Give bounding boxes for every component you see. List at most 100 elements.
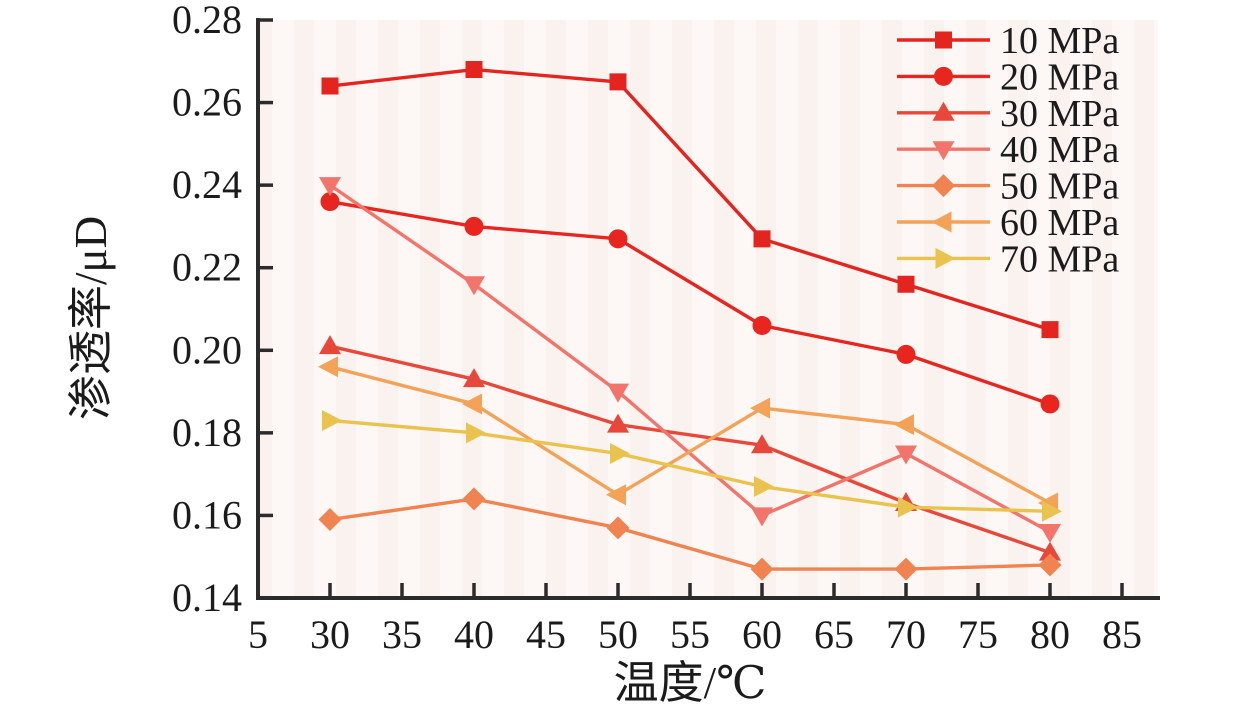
- plot-area: [258, 20, 1158, 598]
- y-axis-title: 渗透率/μD: [66, 216, 116, 420]
- data-point-marker: [609, 73, 627, 91]
- x-tick-label: 75: [958, 612, 998, 657]
- data-point-marker: [1040, 394, 1060, 414]
- legend-item-30-mpa: 30 MPa: [897, 93, 1119, 135]
- x-tick-label: 50: [598, 612, 638, 657]
- data-point-marker: [934, 66, 953, 86]
- data-point-marker: [463, 368, 485, 388]
- data-point-marker: [750, 397, 770, 419]
- data-point-marker: [610, 443, 630, 464]
- x-tick-label: 85: [1102, 612, 1142, 657]
- data-point-marker: [753, 230, 771, 248]
- axes: 0.14 0.16 0.18 0.20 0.22 0.24 0.26 0.28 5 30 35 40 4…: [172, 0, 1160, 657]
- series-50-mpa: [318, 487, 1062, 581]
- legend-label: 20 MPa: [1000, 56, 1119, 98]
- data-point-marker: [321, 77, 339, 95]
- data-point-marker: [896, 344, 916, 364]
- series-line: [328, 365, 1052, 505]
- data-point-marker: [464, 216, 484, 236]
- legend-item-50-mpa: 50 MPa: [897, 166, 1119, 208]
- series-20-mpa: [320, 192, 1060, 414]
- data-point-marker: [462, 487, 486, 511]
- data-point-marker: [608, 229, 628, 249]
- series-10-mpa: [321, 61, 1059, 339]
- data-point-marker: [894, 414, 914, 436]
- data-point-marker: [932, 141, 955, 161]
- y-tick-label: 0.18: [172, 410, 242, 455]
- legend-item-70-mpa: 70 MPa: [897, 238, 1119, 280]
- series-70-mpa: [322, 409, 1062, 522]
- data-point-marker: [319, 335, 341, 355]
- data-point-marker: [318, 356, 338, 378]
- data-point-marker: [750, 557, 774, 581]
- data-point-marker: [606, 484, 626, 506]
- y-tick-label: 0.28: [172, 0, 242, 42]
- y-tick-label: 0.22: [172, 245, 242, 290]
- y-tick-label: 0.26: [172, 80, 242, 125]
- x-tick-label: 55: [670, 612, 710, 657]
- x-tick-label: 70: [886, 612, 926, 657]
- data-point-marker: [754, 476, 774, 498]
- data-point-marker: [320, 192, 340, 212]
- x-tick-label: 60: [742, 612, 782, 657]
- series-line: [328, 497, 1052, 571]
- data-point-marker: [463, 276, 485, 296]
- series-line: [328, 183, 1052, 534]
- data-point-marker: [751, 507, 773, 527]
- data-point-marker: [932, 174, 955, 198]
- x-tick-label: 35: [382, 612, 422, 657]
- data-point-marker: [931, 211, 952, 233]
- legend-label: 10 MPa: [1000, 20, 1119, 62]
- data-point-marker: [1042, 500, 1062, 522]
- data-point-marker: [1041, 321, 1059, 339]
- x-tick-label: 65: [814, 612, 854, 657]
- y-tick-label: 0.20: [172, 327, 242, 372]
- y-tick-label: 0.14: [172, 575, 242, 620]
- data-point-marker: [606, 516, 630, 540]
- data-point-marker: [752, 316, 772, 336]
- x-axis-title: 温度/℃: [614, 658, 767, 708]
- data-point-marker: [465, 61, 483, 79]
- data-point-marker: [895, 445, 917, 465]
- legend-label: 60 MPa: [1000, 202, 1119, 244]
- data-point-marker: [462, 393, 482, 415]
- data-point-marker: [935, 31, 952, 49]
- data-point-marker: [318, 508, 342, 532]
- data-point-marker: [319, 177, 341, 197]
- data-point-marker: [897, 275, 915, 293]
- data-point-marker: [1039, 541, 1061, 561]
- x-tick-label: 40: [454, 612, 494, 657]
- legend-item-40-mpa: 40 MPa: [897, 129, 1119, 171]
- data-point-marker: [322, 409, 342, 431]
- x-tick-label: 5: [248, 612, 268, 657]
- data-point-marker: [607, 413, 629, 433]
- series-line: [328, 418, 1052, 513]
- legend-item-20-mpa: 20 MPa: [897, 56, 1119, 98]
- legend-item-10-mpa: 10 MPa: [897, 20, 1119, 62]
- x-tick-label: 30: [310, 612, 350, 657]
- legend-label: 50 MPa: [1000, 166, 1119, 208]
- data-point-marker: [751, 434, 773, 454]
- series-line: [328, 67, 1052, 332]
- legend-item-60-mpa: 60 MPa: [897, 202, 1119, 244]
- data-point-marker: [898, 496, 918, 518]
- legend-label: 70 MPa: [1000, 238, 1119, 280]
- x-tick-label: 45: [526, 612, 566, 657]
- legend-label: 40 MPa: [1000, 129, 1119, 171]
- y-tick-label: 0.16: [172, 492, 242, 537]
- legend-label: 30 MPa: [1000, 93, 1119, 135]
- y-tick-label: 0.24: [172, 162, 242, 207]
- data-point-marker: [894, 557, 918, 581]
- series-40-mpa: [319, 177, 1061, 543]
- data-point-marker: [1039, 523, 1061, 543]
- data-point-marker: [932, 101, 955, 121]
- series-line: [328, 344, 1052, 555]
- x-tick-label: 80: [1030, 612, 1070, 657]
- data-point-marker: [607, 383, 629, 403]
- series-line: [328, 199, 1052, 406]
- series-30-mpa: [319, 335, 1061, 561]
- data-point-marker: [466, 422, 486, 444]
